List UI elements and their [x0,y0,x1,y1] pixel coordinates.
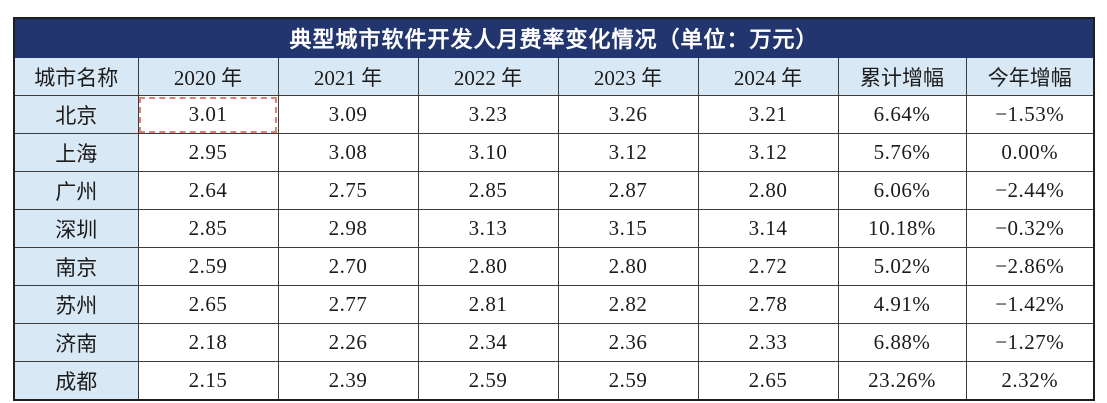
city-cell-shenzhen[interactable]: 深圳 [13,209,139,248]
table-title: 典型城市软件开发人月费率变化情况（单位：万元） [13,17,1095,58]
table-cell[interactable]: 3.15 [557,209,699,248]
city-cell-chengdu[interactable]: 成都 [13,361,139,401]
table-cell[interactable]: 2.78 [697,285,839,324]
table-row-shanghai: 上海 2.95 3.08 3.10 3.12 3.12 5.76% 0.00% [13,133,1095,172]
table-cell[interactable]: 2.59 [557,361,699,401]
table-cell[interactable]: 2.32% [965,361,1095,401]
table-cell[interactable]: 3.12 [557,133,699,172]
table-cell[interactable]: 0.00% [965,133,1095,172]
table-title-row: 典型城市软件开发人月费率变化情况（单位：万元） [13,17,1095,58]
table-cell[interactable]: 3.14 [697,209,839,248]
table-row-chengdu: 成都 2.15 2.39 2.59 2.59 2.65 23.26% 2.32% [13,361,1095,401]
table-cell[interactable]: 2.64 [137,171,279,210]
table-cell[interactable]: 10.18% [837,209,967,248]
table-cell[interactable]: 2.87 [557,171,699,210]
table-cell[interactable]: −1.42% [965,285,1095,324]
col-header-city[interactable]: 城市名称 [13,57,139,96]
table-cell[interactable]: 2.33 [697,323,839,362]
table-cell[interactable]: 3.12 [697,133,839,172]
city-cell-guangzhou[interactable]: 广州 [13,171,139,210]
table-cell[interactable]: 2.59 [137,247,279,286]
table-cell[interactable]: 2.80 [697,171,839,210]
table-cell[interactable]: 6.06% [837,171,967,210]
table-cell[interactable]: 2.15 [137,361,279,401]
table-row-jinan: 济南 2.18 2.26 2.34 2.36 2.33 6.88% −1.27% [13,323,1095,362]
table-cell[interactable]: 2.39 [277,361,419,401]
table-cell[interactable]: 2.65 [137,285,279,324]
table-cell[interactable]: 6.64% [837,95,967,134]
col-header-2020[interactable]: 2020 年 [137,57,279,96]
table-cell[interactable]: 6.88% [837,323,967,362]
col-header-2023[interactable]: 2023 年 [557,57,699,96]
table-cell[interactable]: 2.85 [417,171,559,210]
city-cell-shanghai[interactable]: 上海 [13,133,139,172]
rate-table: 典型城市软件开发人月费率变化情况（单位：万元） 城市名称 2020 年 2021… [13,17,1096,401]
table-cell[interactable]: 2.59 [417,361,559,401]
table-cell[interactable]: 2.72 [697,247,839,286]
table-cell[interactable]: 2.82 [557,285,699,324]
table-cell[interactable]: −1.53% [965,95,1095,134]
selected-cell[interactable]: 3.01 [137,95,279,134]
table-row-suzhou: 苏州 2.65 2.77 2.81 2.82 2.78 4.91% −1.42% [13,285,1095,324]
col-header-this-year-growth[interactable]: 今年增幅 [965,57,1095,96]
table-cell[interactable]: −2.86% [965,247,1095,286]
table-cell[interactable]: 2.98 [277,209,419,248]
table-cell[interactable]: −0.32% [965,209,1095,248]
table-cell[interactable]: 2.26 [277,323,419,362]
table-cell[interactable]: 2.80 [557,247,699,286]
table-cell[interactable]: 3.21 [697,95,839,134]
city-cell-jinan[interactable]: 济南 [13,323,139,362]
table-cell[interactable]: 3.13 [417,209,559,248]
table-cell[interactable]: 5.76% [837,133,967,172]
table-cell[interactable]: 3.26 [557,95,699,134]
table-cell[interactable]: 2.36 [557,323,699,362]
table-cell[interactable]: 3.09 [277,95,419,134]
table-cell[interactable]: 3.08 [277,133,419,172]
table-cell[interactable]: 2.70 [277,247,419,286]
table-cell[interactable]: 2.81 [417,285,559,324]
col-header-2022[interactable]: 2022 年 [417,57,559,96]
col-header-2024[interactable]: 2024 年 [697,57,839,96]
table-cell[interactable]: 2.18 [137,323,279,362]
table-cell[interactable]: 2.85 [137,209,279,248]
table-cell[interactable]: 2.34 [417,323,559,362]
table-row-shenzhen: 深圳 2.85 2.98 3.13 3.15 3.14 10.18% −0.32… [13,209,1095,248]
rate-table-container: 典型城市软件开发人月费率变化情况（单位：万元） 城市名称 2020 年 2021… [13,17,1096,401]
table-cell[interactable]: 2.65 [697,361,839,401]
table-cell[interactable]: 23.26% [837,361,967,401]
city-cell-beijing[interactable]: 北京 [13,95,139,134]
table-cell[interactable]: 2.77 [277,285,419,324]
table-cell[interactable]: −1.27% [965,323,1095,362]
table-cell[interactable]: 4.91% [837,285,967,324]
table-cell[interactable]: 2.95 [137,133,279,172]
city-cell-suzhou[interactable]: 苏州 [13,285,139,324]
table-cell[interactable]: 5.02% [837,247,967,286]
table-cell[interactable]: 2.80 [417,247,559,286]
table-row-guangzhou: 广州 2.64 2.75 2.85 2.87 2.80 6.06% −2.44% [13,171,1095,210]
col-header-2021[interactable]: 2021 年 [277,57,419,96]
city-cell-nanjing[interactable]: 南京 [13,247,139,286]
table-cell[interactable]: −2.44% [965,171,1095,210]
table-header-row: 城市名称 2020 年 2021 年 2022 年 2023 年 2024 年 … [13,57,1095,96]
col-header-cumulative-growth[interactable]: 累计增幅 [837,57,967,96]
table-row-beijing: 北京 3.01 3.09 3.23 3.26 3.21 6.64% −1.53% [13,95,1095,134]
table-cell[interactable]: 2.75 [277,171,419,210]
table-row-nanjing: 南京 2.59 2.70 2.80 2.80 2.72 5.02% −2.86% [13,247,1095,286]
table-cell[interactable]: 3.23 [417,95,559,134]
table-cell[interactable]: 3.10 [417,133,559,172]
